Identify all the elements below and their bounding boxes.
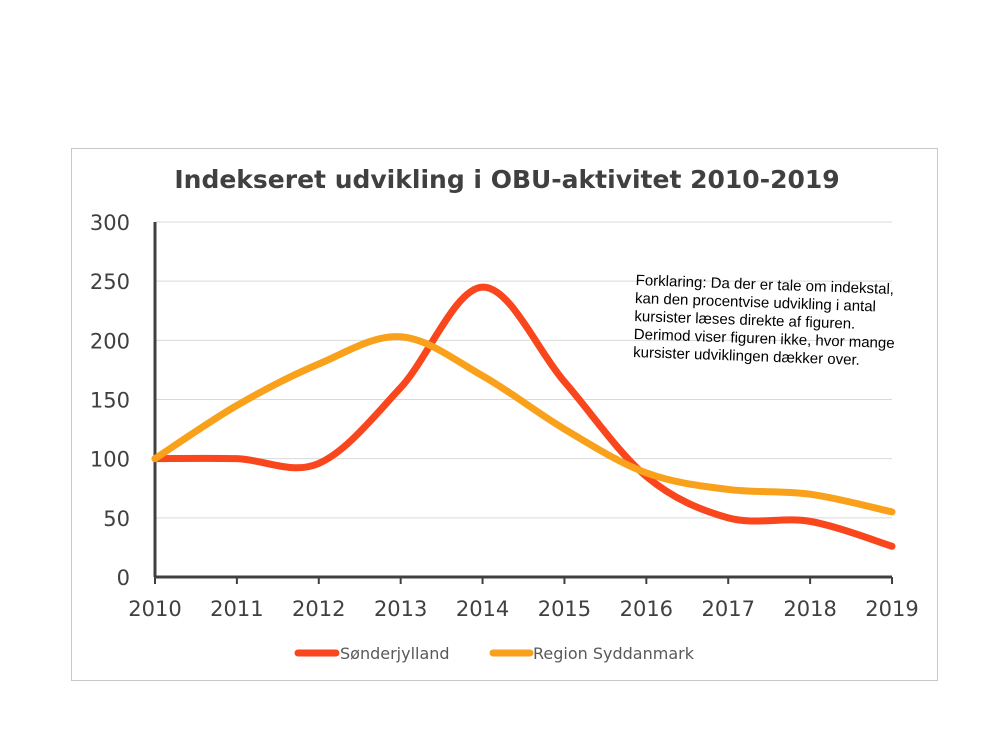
x-tick-label: 2018 xyxy=(783,597,836,621)
x-tick-label: 2016 xyxy=(620,597,673,621)
x-tick-label: 2013 xyxy=(374,597,427,621)
y-tick-label: 200 xyxy=(90,329,130,353)
x-tick-label: 2017 xyxy=(701,597,754,621)
x-tick-label: 2011 xyxy=(210,597,263,621)
y-tick-label: 300 xyxy=(90,211,130,235)
y-tick-label: 150 xyxy=(90,389,130,413)
gridlines xyxy=(155,221,892,519)
legend-label: Sønderjylland xyxy=(340,644,450,663)
x-tick-label: 2019 xyxy=(865,597,918,621)
legend-label: Region Syddanmark xyxy=(533,644,695,663)
y-tick-label: 50 xyxy=(103,507,130,531)
legend: Sønderjylland Region Syddanmark xyxy=(294,644,695,663)
x-tick-label: 2015 xyxy=(538,597,591,621)
series-lines xyxy=(151,283,896,550)
series-line-region-syddanmark xyxy=(151,333,896,516)
y-tick-label: 250 xyxy=(90,270,130,294)
x-tick-label: 2012 xyxy=(292,597,345,621)
y-tick-label: 100 xyxy=(90,448,130,472)
x-tick-label: 2010 xyxy=(128,597,181,621)
axes: 0 50 100 150 200 250 300 2010 2011 2012 2013 2014 20… xyxy=(90,211,919,621)
y-tick-label: 0 xyxy=(117,566,130,590)
x-tick-label: 2014 xyxy=(456,597,509,621)
annotation-note: Forklaring: Da der er tale om indekstal,… xyxy=(632,272,895,369)
series-line-s-nderjylland xyxy=(151,283,896,550)
chart-title: Indekseret udvikling i OBU-aktivitet 201… xyxy=(174,165,839,194)
